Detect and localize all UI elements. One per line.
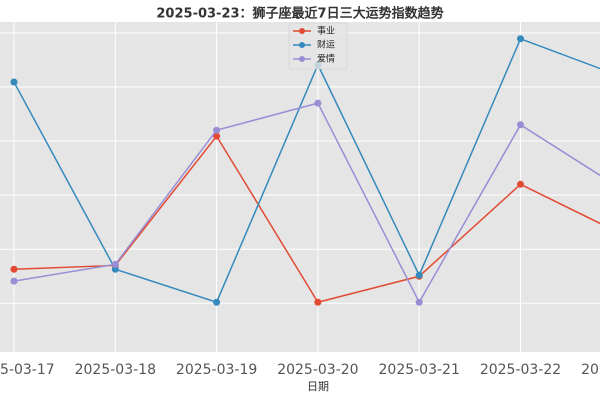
point (314, 99, 322, 107)
point (314, 298, 322, 306)
x-tick-label: 2025-03-22 (480, 362, 561, 378)
legend-marker (299, 42, 305, 48)
x-tick-label: 2025-03-20 (277, 362, 358, 378)
x-axis-label: 日期 (307, 380, 329, 393)
plot-area (0, 22, 600, 352)
point (415, 298, 423, 306)
point (415, 271, 423, 279)
point (517, 180, 524, 188)
x-tick-label: 2025-03-17 (0, 362, 55, 378)
point (517, 35, 524, 43)
point (111, 265, 119, 273)
legend-marker (299, 28, 305, 34)
legend-marker (299, 56, 305, 62)
point (517, 121, 524, 129)
x-tick-label: 2025-03-21 (379, 362, 460, 378)
point (10, 277, 18, 285)
point (111, 260, 119, 268)
point (10, 78, 18, 86)
point (213, 298, 221, 306)
legend-label: 财运 (317, 39, 335, 51)
x-tick-label: 2025-03-18 (75, 362, 156, 378)
point (213, 132, 221, 140)
point (213, 126, 221, 134)
legend-label: 爱情 (317, 53, 335, 65)
labels: 2025-03-17 2025-03-18 2025-03-19 2025-03-20… (0, 362, 600, 378)
x-tick-label: 2025-03-23 (581, 362, 600, 378)
x-tick-label: 2025-03-19 (176, 362, 257, 378)
legend-label: 事业 (317, 25, 335, 37)
point (10, 265, 18, 273)
chart-title: 2025-03-23：狮子座最近7日三大运势指数趋势 (156, 6, 443, 22)
